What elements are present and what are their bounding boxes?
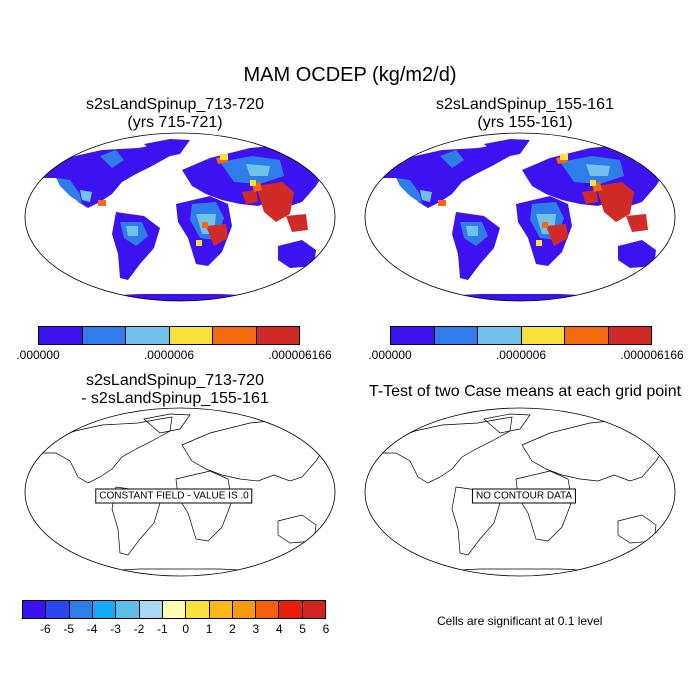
main-title: MAM OCDEP (kg/m2/d) <box>243 64 457 86</box>
panel-title-line2: (yrs 155-161) <box>477 114 573 131</box>
colorbar-swatch <box>213 327 257 344</box>
colorbar-label: 0 <box>182 622 190 636</box>
colorbar-label: 5 <box>299 622 306 636</box>
colorbar-label: .0000006 <box>495 348 547 362</box>
colorbar-label: .0000006 <box>143 348 195 362</box>
map-bottom-right <box>364 407 676 577</box>
colorbar-swatch <box>256 601 280 618</box>
colorbar-label: -3 <box>110 622 121 636</box>
colorbar-label: -6 <box>40 622 51 636</box>
panel-title-line2: - s2sLandSpinup_155-161 <box>81 390 269 407</box>
colorbar-label: .000006166 <box>620 348 684 362</box>
panel-title-bottom-right: T-Test of two Case means at each grid po… <box>355 383 695 401</box>
colorbar-swatch <box>23 601 47 618</box>
colorbar-swatch <box>162 601 187 618</box>
panel-title-line1: s2sLandSpinup_713-720 <box>86 372 264 389</box>
colorbar-label: -4 <box>86 622 98 636</box>
colorbar-label: -5 <box>63 622 75 636</box>
colorbar-label: .000000 <box>16 348 60 362</box>
colorbar-swatch <box>565 327 609 344</box>
colorbar-swatch <box>209 601 233 618</box>
constant-field-label: CONSTANT FIELD - VALUE IS .0 <box>95 488 253 504</box>
panel-title-line1: s2sLandSpinup_155-161 <box>436 96 614 113</box>
significance-note: Cells are significant at 0.1 level <box>437 614 603 628</box>
colorbar-label: 1 <box>205 622 213 636</box>
no-contour-label: NO CONTOUR DATA <box>471 488 577 504</box>
panel-title-bottom-left: s2sLandSpinup_713-720 - s2sLandSpinup_15… <box>25 372 325 408</box>
colorbar-label: 4 <box>275 622 283 636</box>
colorbar-swatch <box>139 601 163 618</box>
colorbar-label: .000000 <box>368 348 412 362</box>
colorbar-swatch <box>434 327 478 344</box>
colorbar-swatch <box>39 327 83 344</box>
colorbar-swatch <box>391 327 435 344</box>
colorbar-swatch <box>169 327 213 344</box>
colorbar-swatch <box>126 327 170 344</box>
colorbar-top-left <box>38 326 300 345</box>
colorbar-swatch <box>186 601 210 618</box>
colorbar-label: .000006166 <box>268 348 332 362</box>
panel-title-line1: T-Test of two Case means at each grid po… <box>368 383 682 400</box>
colorbar-bottom <box>22 600 326 619</box>
colorbar-swatch <box>256 327 299 344</box>
colorbar-swatch <box>82 327 126 344</box>
colorbar-swatch <box>116 601 140 618</box>
panel-title-line1: s2sLandSpinup_713-720 <box>86 96 264 113</box>
colorbar-label: -1 <box>156 622 168 636</box>
colorbar-swatch <box>69 601 93 618</box>
colorbar-swatch <box>92 601 117 618</box>
colorbar-label: 3 <box>252 622 260 636</box>
colorbar-swatch <box>478 327 522 344</box>
colorbar-swatch <box>46 601 70 618</box>
colorbar-swatch <box>279 601 303 618</box>
panel-title-top-left: s2sLandSpinup_713-720 (yrs 715-721) <box>25 96 325 132</box>
colorbar-swatch <box>608 327 651 344</box>
panel-title-line2: (yrs 715-721) <box>127 114 223 131</box>
colorbar-label: 2 <box>229 622 236 636</box>
map-top-right <box>364 132 676 302</box>
map-top-left <box>24 132 336 302</box>
colorbar-swatch <box>521 327 565 344</box>
colorbar-label: 6 <box>322 622 330 636</box>
colorbar-swatch <box>232 601 257 618</box>
colorbar-top-right <box>390 326 652 345</box>
panel-title-top-right: s2sLandSpinup_155-161 (yrs 155-161) <box>375 96 675 132</box>
colorbar-swatch <box>302 601 326 618</box>
map-bottom-left <box>24 407 336 577</box>
colorbar-label: -2 <box>133 622 145 636</box>
